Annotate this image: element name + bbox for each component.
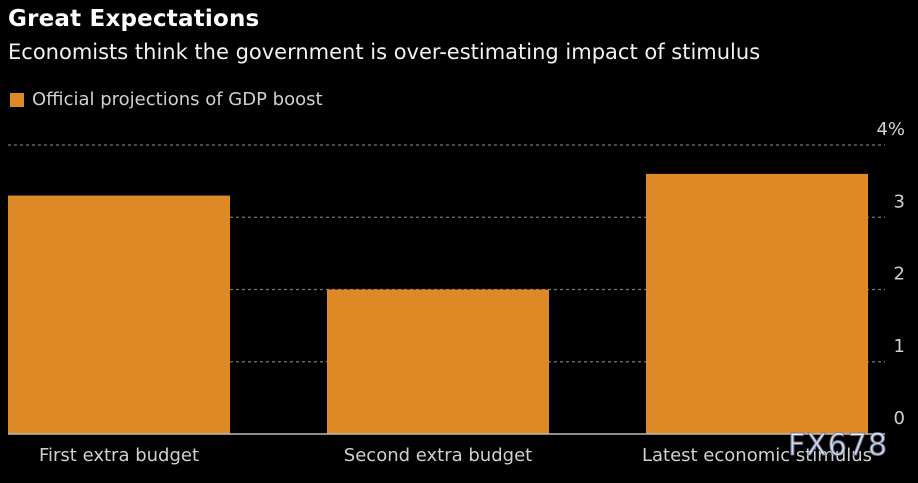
legend-label: Official projections of GDP boost: [32, 89, 323, 110]
bar: [327, 289, 549, 434]
y-tick-label: 3: [894, 191, 905, 212]
legend-swatch: [10, 92, 24, 107]
y-tick-label: 1: [894, 336, 905, 357]
y-tick-label: 4%: [876, 119, 905, 140]
x-category-label: First extra budget: [39, 445, 199, 466]
x-category-label: Second extra budget: [344, 445, 532, 466]
bar: [646, 173, 868, 434]
chart-title: Great Expectations: [8, 6, 260, 32]
y-tick-label: 0: [894, 408, 905, 429]
y-tick-label: 2: [894, 264, 905, 285]
watermark: FX678: [787, 428, 889, 464]
x-category-label: Latest economic stimulus: [642, 445, 872, 466]
chart-subtitle: Economists think the government is over-…: [8, 40, 761, 64]
legend: Official projections of GDP boost: [10, 89, 323, 110]
bar: [8, 195, 230, 434]
